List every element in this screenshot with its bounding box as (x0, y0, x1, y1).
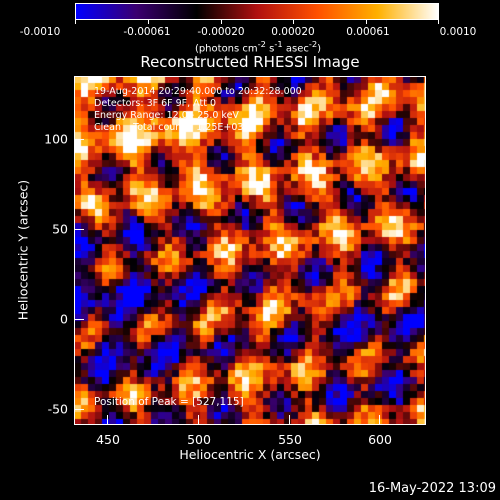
timestamp: 16-May-2022 13:09 (368, 481, 496, 496)
y-tick-label: 0 (60, 311, 68, 327)
x-tick-label: 500 (187, 432, 211, 447)
colorbar-tick-label: 0.00020 (271, 26, 315, 38)
x-tick-mark (379, 415, 380, 425)
colorbar-tick-label: -0.00020 (197, 26, 245, 38)
y-tick-mark (74, 409, 84, 410)
y-tick-label: 100 (44, 131, 68, 147)
colorbar-tick-label: 0.0010 (439, 26, 477, 38)
info-detectors: Detectors: 3F 6F 9F, Att 0 (94, 98, 217, 109)
y-axis-label: Heliocentric Y (arcsec) (15, 179, 31, 321)
info-time-range: 19-Aug-2014 20:29:40.000 to 20:32:28.000 (94, 86, 302, 97)
y-tick-mark (74, 319, 84, 320)
colorbar-units: (photons cm-2 s-1 asec-2) (0, 39, 500, 54)
x-tick-mark (289, 415, 290, 425)
units-part: -2 (257, 39, 266, 49)
x-tick-label: 450 (96, 432, 120, 447)
image-plot: 19-Aug-2014 20:29:40.000 to 20:32:28.000… (74, 76, 426, 425)
y-tick-mark (74, 229, 84, 230)
colorbar-tick-mark (293, 20, 294, 24)
colorbar-tick-mark (438, 20, 439, 24)
units-part: ) (317, 43, 322, 55)
x-tick-label: 550 (278, 432, 302, 447)
colorbar-tick-label: -0.0010 (19, 26, 61, 38)
units-part: s (265, 43, 275, 55)
heatmap-canvas (74, 76, 426, 425)
colorbar-tick-label: 0.00061 (346, 26, 390, 38)
x-axis-label: Heliocentric X (arcsec) (179, 447, 321, 462)
info-energy-range: Energy Range: 12.0 - 25.0 keV (94, 110, 239, 121)
info-clean-counts: Clean Total counts: 1.25E+03 (94, 122, 244, 133)
info-peak-position: Position of Peak = [527,115] (94, 396, 244, 408)
x-tick-mark (107, 415, 108, 425)
colorbar-tick-label: -0.00061 (123, 26, 171, 38)
colorbar-tick-mark (221, 20, 222, 24)
colorbar-tick-mark (366, 20, 367, 24)
colorbar (75, 3, 439, 20)
y-tick-mark (74, 139, 84, 140)
units-part: -2 (308, 39, 318, 49)
x-tick-label: 600 (368, 432, 392, 447)
colorbar-tick-mark (148, 20, 149, 24)
units-part: -1 (274, 39, 283, 49)
units-part: asec (282, 43, 309, 55)
units-part: (photons cm (194, 43, 258, 55)
chart-title: Reconstructed RHESSI Image (140, 53, 360, 71)
colorbar-tick-mark (75, 20, 76, 24)
y-tick-label: -50 (47, 401, 68, 417)
x-tick-mark (198, 415, 199, 425)
y-tick-label: 50 (52, 221, 68, 237)
